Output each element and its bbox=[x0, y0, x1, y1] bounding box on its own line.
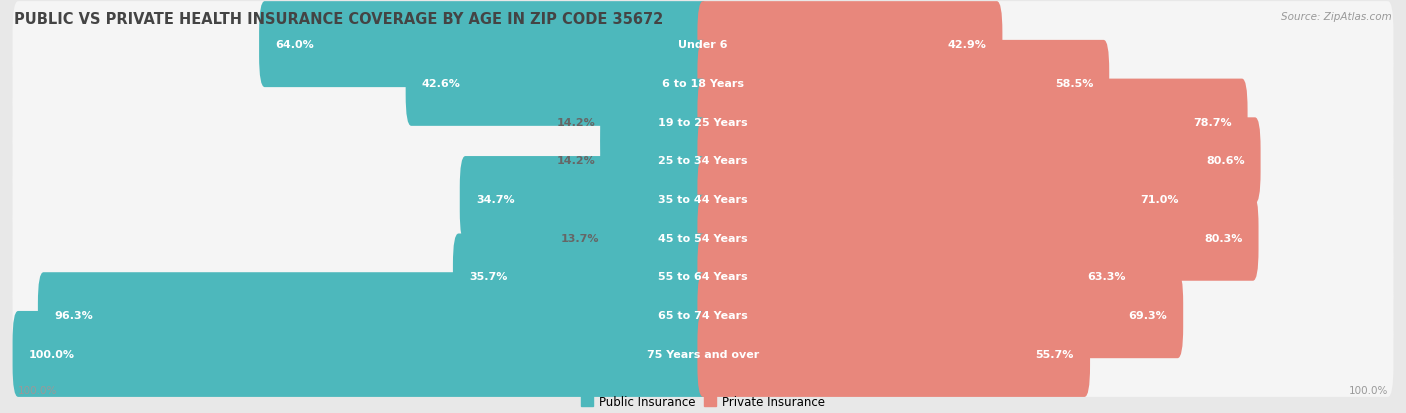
FancyBboxPatch shape bbox=[453, 234, 709, 320]
FancyBboxPatch shape bbox=[13, 195, 704, 281]
FancyBboxPatch shape bbox=[697, 234, 1142, 320]
FancyBboxPatch shape bbox=[13, 234, 704, 320]
Text: 75 Years and over: 75 Years and over bbox=[647, 349, 759, 359]
FancyBboxPatch shape bbox=[697, 118, 1261, 204]
Text: 35 to 44 Years: 35 to 44 Years bbox=[658, 195, 748, 204]
FancyBboxPatch shape bbox=[13, 311, 704, 397]
FancyBboxPatch shape bbox=[406, 41, 709, 126]
FancyBboxPatch shape bbox=[697, 273, 1184, 358]
Text: 64.0%: 64.0% bbox=[276, 40, 314, 50]
Text: 55.7%: 55.7% bbox=[1036, 349, 1074, 359]
FancyBboxPatch shape bbox=[13, 2, 704, 88]
FancyBboxPatch shape bbox=[702, 41, 1393, 126]
FancyBboxPatch shape bbox=[600, 79, 709, 165]
Text: 25 to 34 Years: 25 to 34 Years bbox=[658, 156, 748, 166]
Text: 42.6%: 42.6% bbox=[422, 78, 461, 89]
FancyBboxPatch shape bbox=[13, 41, 704, 126]
Text: 80.6%: 80.6% bbox=[1206, 156, 1244, 166]
Text: 96.3%: 96.3% bbox=[53, 311, 93, 320]
FancyBboxPatch shape bbox=[13, 311, 709, 397]
Text: 42.9%: 42.9% bbox=[948, 40, 987, 50]
FancyBboxPatch shape bbox=[702, 234, 1393, 320]
Text: 100.0%: 100.0% bbox=[1348, 385, 1388, 395]
FancyBboxPatch shape bbox=[697, 2, 1002, 88]
FancyBboxPatch shape bbox=[600, 118, 709, 204]
Text: 19 to 25 Years: 19 to 25 Years bbox=[658, 117, 748, 127]
FancyBboxPatch shape bbox=[702, 118, 1393, 204]
FancyBboxPatch shape bbox=[13, 273, 704, 358]
Text: 13.7%: 13.7% bbox=[560, 233, 599, 243]
FancyBboxPatch shape bbox=[13, 157, 704, 242]
Text: 69.3%: 69.3% bbox=[1129, 311, 1167, 320]
Text: 78.7%: 78.7% bbox=[1192, 117, 1232, 127]
Text: 35.7%: 35.7% bbox=[470, 272, 508, 282]
Text: 71.0%: 71.0% bbox=[1140, 195, 1178, 204]
FancyBboxPatch shape bbox=[13, 118, 704, 204]
FancyBboxPatch shape bbox=[702, 311, 1393, 397]
Text: 65 to 74 Years: 65 to 74 Years bbox=[658, 311, 748, 320]
FancyBboxPatch shape bbox=[697, 41, 1109, 126]
FancyBboxPatch shape bbox=[460, 157, 709, 242]
Text: 100.0%: 100.0% bbox=[28, 349, 75, 359]
FancyBboxPatch shape bbox=[38, 273, 709, 358]
FancyBboxPatch shape bbox=[702, 79, 1393, 165]
Text: 34.7%: 34.7% bbox=[475, 195, 515, 204]
Text: 100.0%: 100.0% bbox=[18, 385, 58, 395]
FancyBboxPatch shape bbox=[697, 157, 1195, 242]
FancyBboxPatch shape bbox=[603, 195, 709, 281]
FancyBboxPatch shape bbox=[697, 195, 1258, 281]
Text: PUBLIC VS PRIVATE HEALTH INSURANCE COVERAGE BY AGE IN ZIP CODE 35672: PUBLIC VS PRIVATE HEALTH INSURANCE COVER… bbox=[14, 12, 664, 27]
Text: 63.3%: 63.3% bbox=[1087, 272, 1126, 282]
FancyBboxPatch shape bbox=[702, 273, 1393, 358]
Text: 14.2%: 14.2% bbox=[557, 156, 595, 166]
Text: 6 to 18 Years: 6 to 18 Years bbox=[662, 78, 744, 89]
Text: 80.3%: 80.3% bbox=[1204, 233, 1243, 243]
Text: 45 to 54 Years: 45 to 54 Years bbox=[658, 233, 748, 243]
FancyBboxPatch shape bbox=[697, 79, 1247, 165]
Text: 58.5%: 58.5% bbox=[1054, 78, 1092, 89]
FancyBboxPatch shape bbox=[702, 195, 1393, 281]
FancyBboxPatch shape bbox=[702, 2, 1393, 88]
Text: 55 to 64 Years: 55 to 64 Years bbox=[658, 272, 748, 282]
Text: Under 6: Under 6 bbox=[678, 40, 728, 50]
FancyBboxPatch shape bbox=[259, 2, 709, 88]
FancyBboxPatch shape bbox=[697, 311, 1090, 397]
Text: 14.2%: 14.2% bbox=[557, 117, 595, 127]
FancyBboxPatch shape bbox=[702, 157, 1393, 242]
FancyBboxPatch shape bbox=[13, 79, 704, 165]
Text: Source: ZipAtlas.com: Source: ZipAtlas.com bbox=[1281, 12, 1392, 22]
Legend: Public Insurance, Private Insurance: Public Insurance, Private Insurance bbox=[576, 390, 830, 413]
